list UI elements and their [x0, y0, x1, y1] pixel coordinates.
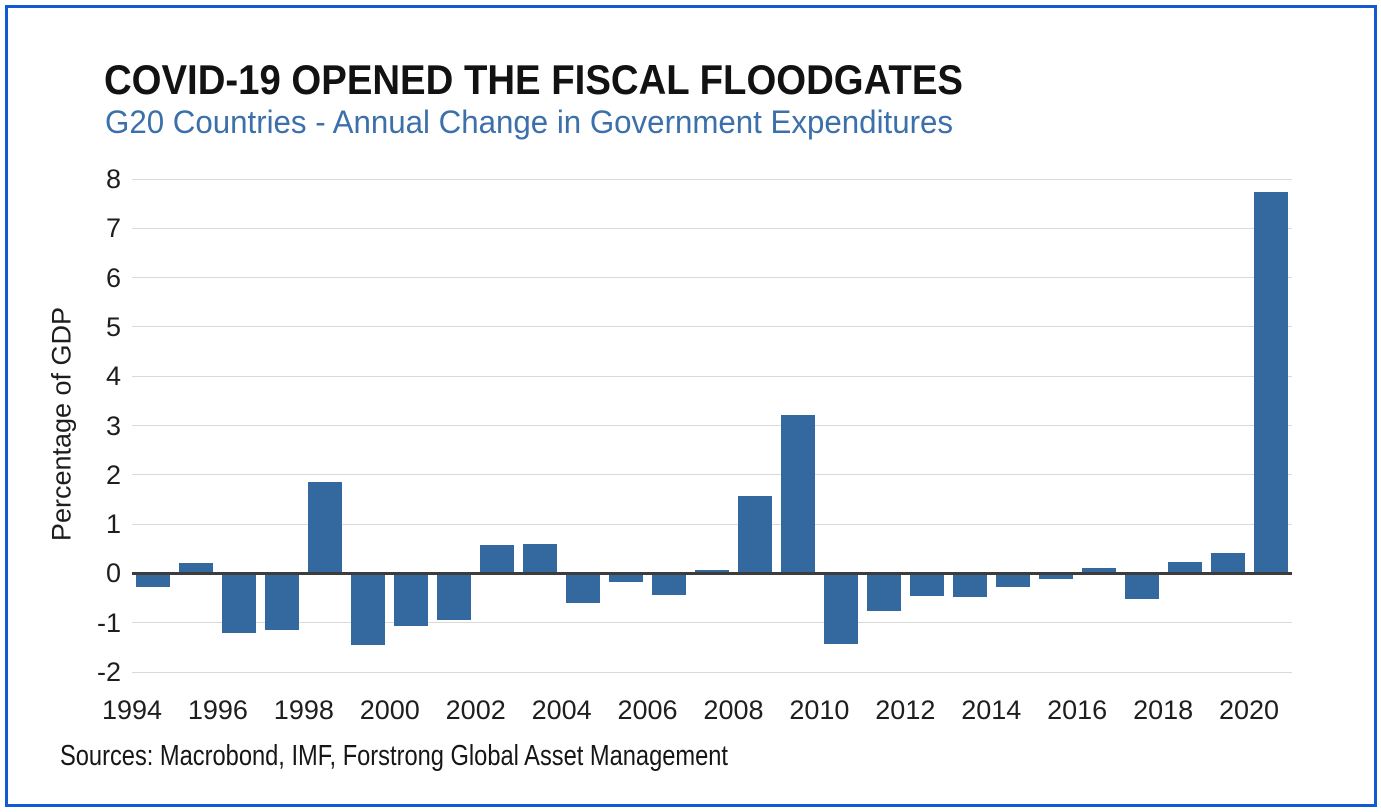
y-tick-label-6: 6	[105, 262, 121, 293]
y-tick-label--1: -1	[96, 607, 121, 638]
bar-2012	[909, 573, 944, 597]
y-tick-label-0: 0	[105, 558, 121, 589]
y-tick-label-7: 7	[105, 213, 121, 244]
gridline-y-1	[132, 523, 1292, 525]
gridline-y-3	[132, 425, 1292, 426]
plot-area: -2 -1 0 1 2 3 4 5 6 7 8 1994 1996 1998 2000 2002 2004 200…	[97, 164, 1292, 725]
x-tick-label-2016: 2016	[1047, 695, 1108, 725]
x-tick-label-2012: 2012	[875, 695, 936, 725]
bar-2004	[566, 573, 601, 604]
x-tick-label-2008: 2008	[703, 695, 764, 725]
bar-2009	[780, 415, 815, 574]
bar-1994	[136, 573, 171, 588]
bar-2007	[695, 569, 729, 574]
bar-1998	[308, 481, 343, 574]
bar-2000	[394, 573, 429, 627]
gridline-y--2	[132, 671, 1292, 673]
x-tick-label-1996: 1996	[187, 695, 248, 725]
y-tick-label-3: 3	[105, 410, 121, 441]
bar-2015	[1038, 573, 1073, 579]
y-tick-label-4: 4	[105, 361, 121, 392]
x-tick-label-2004: 2004	[531, 695, 592, 725]
bar-1996	[222, 573, 257, 633]
bar-2018	[1167, 561, 1202, 574]
gridline-y-4	[132, 375, 1292, 377]
x-tick-label-2010: 2010	[789, 695, 850, 725]
y-tick-label-8: 8	[105, 164, 121, 194]
chart-subtitle: G20 Countries - Annual Change in Governm…	[105, 103, 954, 140]
y-tick-label-2: 2	[105, 459, 121, 490]
bar-2013	[952, 573, 987, 598]
bar-2019	[1210, 553, 1245, 574]
x-tick-label-2000: 2000	[359, 695, 420, 725]
gridline-y-6	[132, 277, 1292, 279]
y-tick-label-1: 1	[105, 509, 121, 540]
bar-2001	[437, 573, 472, 621]
gridline-y-8	[132, 178, 1292, 180]
bar-2016	[1081, 567, 1116, 574]
bar-2003	[523, 543, 558, 574]
bar-1995	[179, 563, 214, 574]
x-tick-label-1998: 1998	[273, 695, 334, 725]
x-tick-label-1994: 1994	[101, 695, 163, 725]
bar-2014	[995, 573, 1030, 587]
bar-2017	[1124, 573, 1159, 600]
x-tick-label-2006: 2006	[617, 695, 678, 725]
bar-1997	[265, 573, 300, 631]
y-tick-label-5: 5	[105, 311, 121, 342]
bar-2006	[652, 573, 687, 595]
bar-2020	[1253, 192, 1288, 574]
gridline-y-5	[132, 326, 1292, 328]
x-tick-label-2014: 2014	[961, 695, 1022, 725]
gridline-y-2	[132, 474, 1292, 476]
bar-2011	[866, 573, 901, 612]
bar-2005	[609, 573, 644, 582]
gridline-y--1	[132, 622, 1292, 624]
zero-axis-line	[132, 571, 1292, 575]
bar-2002	[480, 544, 515, 574]
chart-border-frame	[5, 5, 1377, 807]
bar-2008	[737, 496, 772, 574]
bar-1999	[351, 573, 386, 646]
x-tick-label-2002: 2002	[445, 695, 506, 725]
y-axis-title: Percentage of GDP	[46, 306, 77, 542]
chart-title: COVID-19 OPENED THE FISCAL FLOODGATES	[104, 55, 963, 103]
bar-2010	[823, 573, 858, 645]
y-tick-label--2: -2	[96, 657, 121, 687]
gridline-y-7	[132, 227, 1292, 229]
x-tick-label-2018: 2018	[1133, 695, 1194, 725]
source-note: Sources: Macrobond, IMF, Forstrong Globa…	[60, 740, 728, 772]
x-tick-label-2020: 2020	[1218, 695, 1280, 725]
